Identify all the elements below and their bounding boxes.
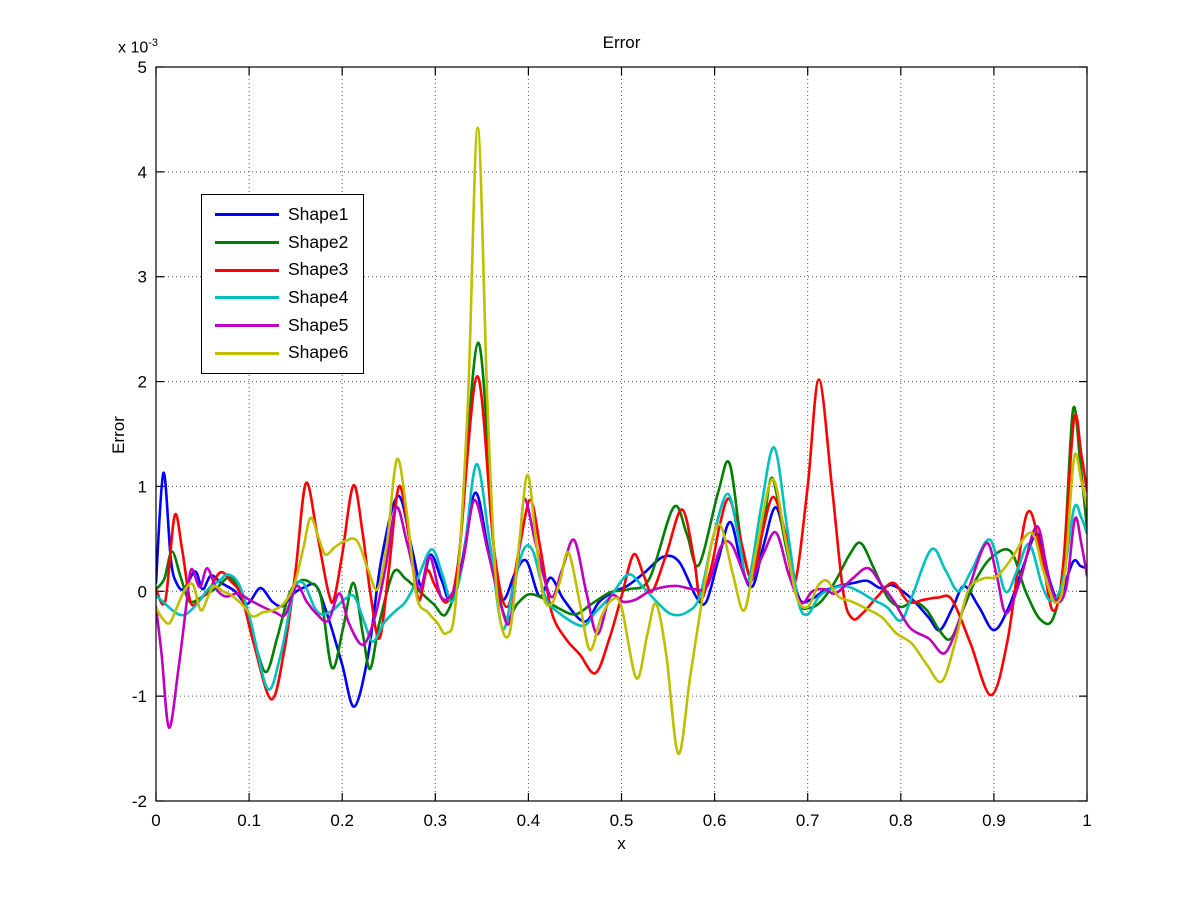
x-tick-label: 0.3 bbox=[423, 811, 447, 830]
x-tick-label: 0.2 bbox=[330, 811, 354, 830]
legend-item-shape2: Shape2 bbox=[202, 229, 363, 255]
legend-label: Shape2 bbox=[288, 231, 349, 252]
x-tick-label: 0.5 bbox=[610, 811, 634, 830]
x-tick-label: 0 bbox=[151, 811, 160, 830]
y-tick-label: 0 bbox=[138, 582, 147, 601]
y-tick-label: 1 bbox=[138, 477, 147, 496]
legend-item-shape4: Shape4 bbox=[202, 285, 363, 311]
legend-label: Shape5 bbox=[288, 314, 349, 335]
y-tick-label: 3 bbox=[138, 268, 147, 287]
x-tick-label: 0.1 bbox=[237, 811, 261, 830]
legend-label: Shape4 bbox=[288, 287, 349, 308]
legend-label: Shape3 bbox=[288, 259, 349, 280]
legend-item-shape3: Shape3 bbox=[202, 257, 363, 283]
chart-title: Error bbox=[602, 33, 641, 52]
y-axis-exponent-label: x 10-3 bbox=[118, 37, 159, 57]
legend-line-sample bbox=[215, 351, 279, 355]
x-tick-label: 0.7 bbox=[796, 811, 820, 830]
legend-line-sample bbox=[215, 240, 279, 244]
series-line-shape3 bbox=[156, 374, 1087, 701]
x-tick-label: 0.9 bbox=[982, 811, 1006, 830]
x-tick-label: 0.4 bbox=[517, 811, 541, 830]
legend-label: Shape6 bbox=[288, 342, 349, 363]
y-tick-label: 4 bbox=[138, 163, 147, 182]
x-tick-label: 0.6 bbox=[703, 811, 727, 830]
series-line-shape1 bbox=[156, 471, 1087, 708]
legend-item-shape5: Shape5 bbox=[202, 312, 363, 338]
y-tick-label: 5 bbox=[138, 58, 147, 77]
axis-box bbox=[155, 66, 1088, 802]
legend-box: Shape1 Shape2 Shape3 Shape4 Shape5 Shape6 bbox=[201, 194, 364, 374]
x-axis-label: x bbox=[617, 834, 626, 853]
series-line-shape5 bbox=[156, 497, 1087, 729]
series-line-shape4 bbox=[156, 446, 1087, 691]
series-line-shape6 bbox=[156, 126, 1087, 756]
legend-line-sample bbox=[215, 323, 279, 327]
legend-line-sample bbox=[215, 213, 279, 217]
y-tick-label: 2 bbox=[138, 373, 147, 392]
y-axis-label: Error bbox=[109, 416, 128, 454]
y-tick-label: -1 bbox=[132, 687, 147, 706]
x-tick-label: 0.8 bbox=[889, 811, 913, 830]
legend-item-shape6: Shape6 bbox=[202, 340, 363, 366]
legend-item-shape1: Shape1 bbox=[202, 202, 363, 228]
legend-line-sample bbox=[215, 268, 279, 272]
legend-label: Shape1 bbox=[288, 204, 349, 225]
y-tick-label: -2 bbox=[132, 792, 147, 811]
x-tick-label: 1 bbox=[1082, 811, 1091, 830]
legend-line-sample bbox=[215, 296, 279, 300]
